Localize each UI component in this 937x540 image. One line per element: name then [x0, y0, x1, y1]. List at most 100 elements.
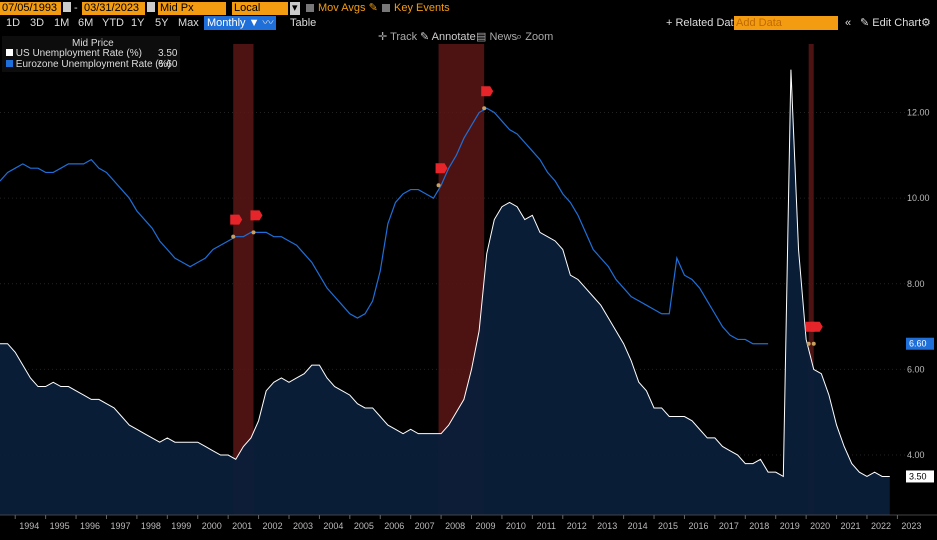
pencil-icon: ✎	[860, 17, 870, 29]
event-point	[806, 341, 811, 346]
start-calendar-icon[interactable]	[63, 2, 71, 12]
event-point	[436, 183, 441, 188]
legend-item-ez[interactable]: Eurozone Unemployment Rate (%)	[6, 58, 171, 72]
x-tick-label: 1994	[19, 521, 39, 531]
legend: Mid Price US Unemployment Rate (%) 3.50 …	[2, 36, 180, 72]
edit-chart-label: Edit Chart	[872, 17, 922, 29]
key-events-label: Key Events	[394, 2, 450, 14]
chart-area[interactable]: 1994 1995 1996 1997 1998 1999 2000 2001 2002 2003…	[0, 30, 937, 540]
track-label: Track	[390, 31, 418, 43]
add-data-input[interactable]: Add Data	[734, 16, 838, 30]
range-toolbar: 1D 3D 1M 6M YTD 1Y 5Y Max Monthly ▼ 〰 Ta…	[0, 16, 937, 30]
key-events-toggle[interactable]: Key Events	[382, 1, 450, 15]
track-tool[interactable]: ✛ Track	[378, 31, 418, 43]
us-series-line	[0, 69, 890, 478]
x-tick-label: 2015	[658, 521, 678, 531]
us-area-fill	[0, 69, 890, 515]
us-last-value-badge: 3.50	[909, 471, 927, 481]
x-tick-label: 1997	[110, 521, 130, 531]
pencil-icon[interactable]: ✎	[368, 2, 378, 14]
range-ytd[interactable]: YTD	[102, 17, 124, 29]
event-point	[811, 341, 816, 346]
zoom-label: Zoom	[525, 31, 554, 43]
table-button[interactable]: Table	[290, 17, 317, 29]
range-max[interactable]: Max	[178, 17, 199, 29]
key-events-checkbox-icon[interactable]	[382, 4, 390, 12]
event-point	[251, 230, 256, 235]
x-tick-label: 2014	[628, 521, 648, 531]
x-tick-label: 2006	[384, 521, 404, 531]
x-tick-label: 2023	[901, 521, 921, 531]
range-1y[interactable]: 1Y	[131, 17, 145, 29]
x-tick-label: 2013	[597, 521, 617, 531]
event-flag-icon	[250, 210, 263, 221]
event-flag-icon	[230, 214, 243, 225]
annotate-label: Annotate	[431, 31, 476, 43]
mov-avgs-toggle[interactable]: Mov Avgs ✎	[306, 1, 378, 15]
news-label: News	[489, 31, 517, 43]
x-tick-label: 2009	[475, 521, 495, 531]
x-tick-label: 2016	[688, 521, 708, 531]
x-tick-label: 2012	[567, 521, 587, 531]
zoom-tool[interactable]: ⌕ Zoom	[516, 31, 554, 43]
related-data-button[interactable]: + Related Dat	[666, 17, 734, 29]
y-tick-label: 8.00	[907, 279, 925, 289]
x-tick-label: 2017	[719, 521, 739, 531]
y-tick-label: 6.00	[907, 364, 925, 374]
toolbar: 07/05/1993 - 03/31/2023 Mid Px Local CCY…	[0, 0, 937, 27]
y-tick-label: 10.00	[907, 193, 930, 203]
event-flag-icon	[435, 163, 448, 174]
gear-icon[interactable]: ⚙	[921, 17, 931, 29]
legend-item-us[interactable]: US Unemployment Rate (%)	[6, 47, 142, 61]
x-tick-label: 2010	[506, 521, 526, 531]
range-5y[interactable]: 5Y	[155, 17, 169, 29]
mov-avgs-label: Mov Avgs	[318, 2, 366, 14]
date-separator: -	[74, 2, 78, 14]
range-3d[interactable]: 3D	[30, 17, 45, 29]
x-tick-label: 2000	[202, 521, 222, 531]
range-1d[interactable]: 1D	[6, 17, 21, 29]
mov-avgs-checkbox-icon[interactable]	[306, 4, 314, 12]
legend-value-us: 3.50	[158, 48, 178, 59]
legend-title: Mid Price	[72, 38, 114, 49]
currency-dropdown-icon[interactable]: ▾	[290, 2, 300, 15]
recession-band	[808, 44, 814, 515]
end-calendar-icon[interactable]	[147, 2, 155, 12]
us-last-value-badge-bg	[906, 470, 934, 483]
x-tick-label: 2022	[871, 521, 891, 531]
range-1m[interactable]: 1M	[54, 17, 70, 29]
x-tick-label: 2011	[537, 521, 556, 531]
chart-type-icon[interactable]: 〰	[260, 16, 276, 30]
y-tick-label: 12.00	[907, 108, 930, 118]
annotate-tool[interactable]: ✎ Annotate	[420, 31, 476, 43]
y-tick-label: 4.00	[907, 450, 925, 460]
x-tick-label: 1995	[50, 521, 70, 531]
x-tick-label: 1998	[141, 521, 161, 531]
currency-selector[interactable]: Local CCY	[232, 2, 288, 27]
recession-band	[233, 44, 254, 515]
x-tick-label: 2004	[323, 521, 343, 531]
x-tick-label: 2019	[780, 521, 800, 531]
start-date-field[interactable]: 07/05/1993	[0, 2, 61, 15]
field-selector[interactable]: Mid Px	[158, 2, 226, 15]
end-date-field[interactable]: 03/31/2023	[82, 2, 145, 15]
x-tick-label: 2008	[445, 521, 465, 531]
ez-last-value-badge: 6.60	[909, 339, 927, 349]
frequency-selector[interactable]: Monthly ▼	[204, 16, 263, 30]
collapse-icon[interactable]: «	[845, 17, 852, 29]
x-tick-label: 1996	[80, 521, 100, 531]
ez-series-line	[0, 107, 769, 345]
news-tool[interactable]: ▤ News	[476, 31, 517, 43]
event-point	[482, 106, 487, 111]
x-tick-label: 2005	[354, 521, 374, 531]
edit-chart-button[interactable]: ✎ Edit Chart	[860, 16, 921, 30]
x-tick-label: 2007	[415, 521, 435, 531]
legend-label-us: US Unemployment Rate (%)	[15, 48, 142, 59]
x-tick-label: 2002	[263, 521, 283, 531]
ez-last-value-badge-bg	[906, 337, 934, 350]
x-tick-label: 2018	[749, 521, 769, 531]
range-6m[interactable]: 6M	[78, 17, 94, 29]
x-tick-label: 2020	[810, 521, 830, 531]
event-flag-icon	[481, 86, 494, 97]
legend-label-ez: Eurozone Unemployment Rate (%)	[15, 59, 171, 70]
